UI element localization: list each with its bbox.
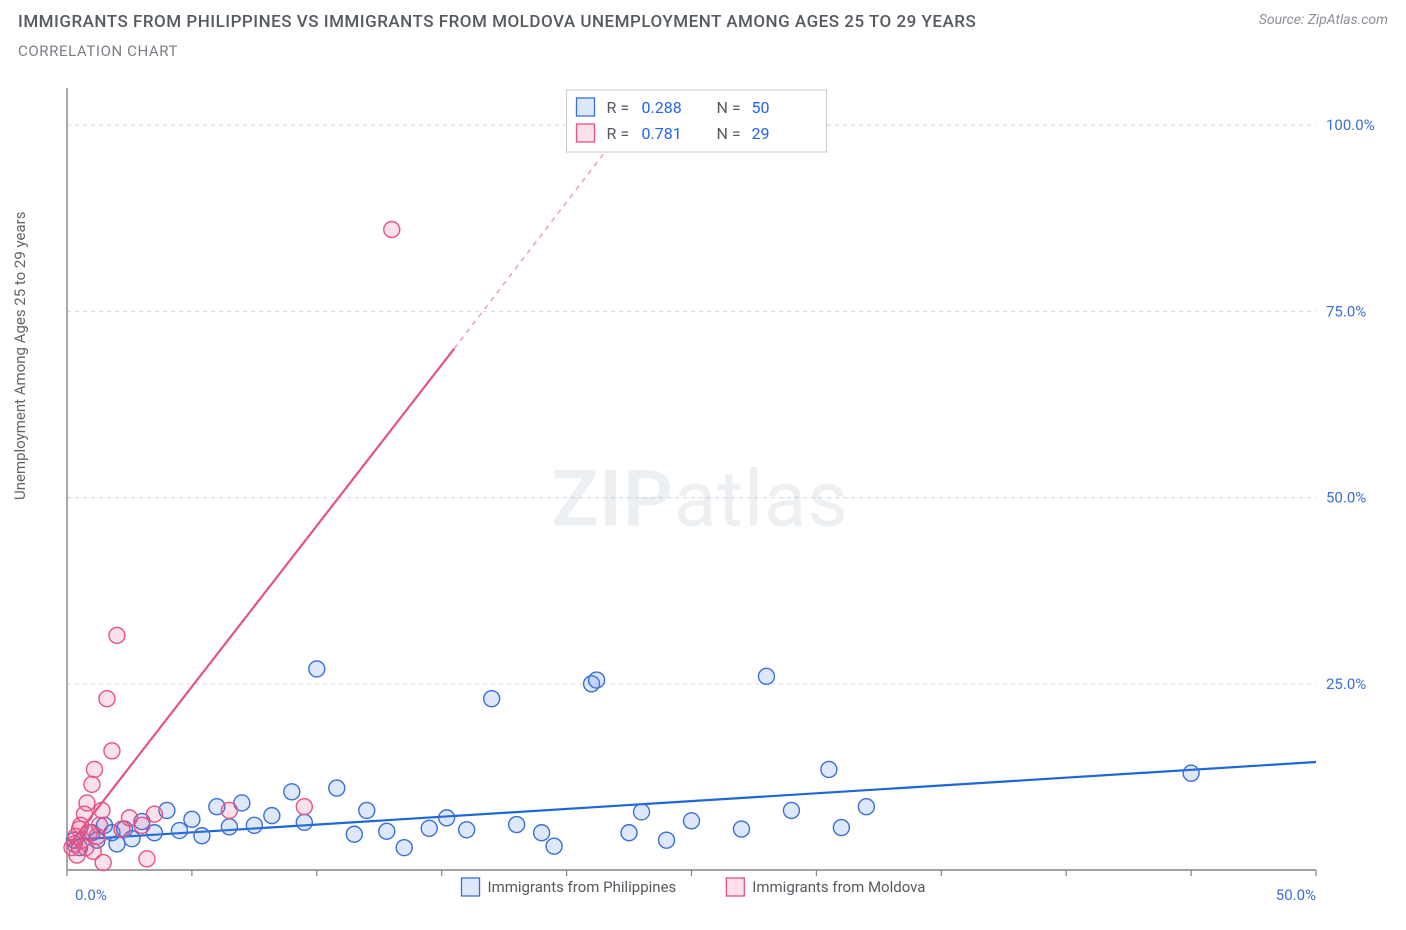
point-philippines (309, 661, 325, 677)
point-philippines (439, 810, 455, 826)
point-moldova (221, 802, 237, 818)
legend-label: Immigrants from Moldova (752, 878, 925, 896)
point-moldova (79, 795, 95, 811)
point-philippines (684, 813, 700, 829)
y-right-tick-label: 25.0% (1326, 675, 1366, 693)
point-philippines (246, 817, 262, 833)
point-philippines (421, 820, 437, 836)
stat-r-label: R = (607, 98, 630, 117)
source-name: ZipAtlas.com (1308, 12, 1388, 28)
point-philippines (171, 823, 187, 839)
point-philippines (379, 823, 395, 839)
source-prefix: Source: (1259, 12, 1308, 28)
point-moldova (95, 855, 111, 871)
stat-n-value: 29 (752, 124, 770, 143)
x-tick-label: 0.0% (75, 886, 107, 904)
point-philippines (634, 804, 650, 820)
legend-swatch (462, 878, 480, 896)
chart-svg: 25.0% 50.0% 75.0% 100.0% 0.0% 50.0% R = 0.288 N … (12, 82, 1388, 918)
y-right-tick-label: 50.0% (1326, 489, 1366, 507)
point-philippines (733, 821, 749, 837)
chart-area: Unemployment Among Ages 25 to 29 years Z… (12, 82, 1388, 918)
point-moldova (109, 627, 125, 643)
point-moldova (146, 806, 162, 822)
point-philippines (346, 826, 362, 842)
stat-box (567, 90, 827, 152)
x-tick-label: 50.0% (1276, 886, 1316, 904)
point-philippines (833, 820, 849, 836)
point-philippines (783, 802, 799, 818)
point-moldova (84, 776, 100, 792)
point-philippines (546, 838, 562, 854)
point-moldova (139, 851, 155, 867)
point-philippines (396, 840, 412, 856)
point-moldova (94, 802, 110, 818)
point-moldova (91, 817, 107, 833)
trend-line-moldova (67, 349, 454, 848)
point-moldova (104, 743, 120, 759)
point-philippines (221, 819, 237, 835)
point-philippines (509, 817, 525, 833)
titles: IMMIGRANTS FROM PHILIPPINES VS IMMIGRANT… (18, 12, 976, 60)
stat-r-value: 0.288 (642, 98, 682, 117)
point-philippines (858, 799, 874, 815)
point-philippines (296, 814, 312, 830)
point-philippines (194, 828, 210, 844)
chart-subtitle: CORRELATION CHART (18, 42, 976, 60)
point-philippines (534, 825, 550, 841)
point-philippines (821, 761, 837, 777)
chart-title: IMMIGRANTS FROM PHILIPPINES VS IMMIGRANT… (18, 12, 976, 32)
stat-n-label: N = (717, 98, 741, 117)
point-philippines (758, 668, 774, 684)
stat-swatch (577, 98, 595, 116)
point-philippines (359, 802, 375, 818)
legend-label: Immigrants from Philippines (488, 878, 677, 896)
point-moldova (384, 222, 400, 238)
point-philippines (484, 691, 500, 707)
y-axis-label: Unemployment Among Ages 25 to 29 years (11, 212, 29, 500)
point-philippines (109, 836, 125, 852)
stat-n-label: N = (717, 124, 741, 143)
point-moldova (134, 817, 150, 833)
y-right-tick-label: 100.0% (1326, 116, 1375, 134)
point-philippines (459, 822, 475, 838)
stat-r-label: R = (607, 124, 630, 143)
header-row: IMMIGRANTS FROM PHILIPPINES VS IMMIGRANT… (18, 12, 1388, 60)
point-philippines (184, 811, 200, 827)
point-philippines (1183, 765, 1199, 781)
point-philippines (589, 672, 605, 688)
point-philippines (621, 825, 637, 841)
point-philippines (659, 832, 675, 848)
legend-swatch (726, 878, 744, 896)
point-moldova (99, 691, 115, 707)
point-philippines (329, 780, 345, 796)
stat-n-value: 50 (752, 98, 770, 117)
y-right-tick-label: 75.0% (1326, 302, 1366, 320)
source-label: Source: ZipAtlas.com (1259, 12, 1388, 28)
point-moldova (296, 799, 312, 815)
point-philippines (284, 784, 300, 800)
stat-r-value: 0.781 (642, 124, 682, 143)
point-moldova (86, 761, 102, 777)
point-philippines (264, 808, 280, 824)
stat-swatch (577, 124, 595, 142)
